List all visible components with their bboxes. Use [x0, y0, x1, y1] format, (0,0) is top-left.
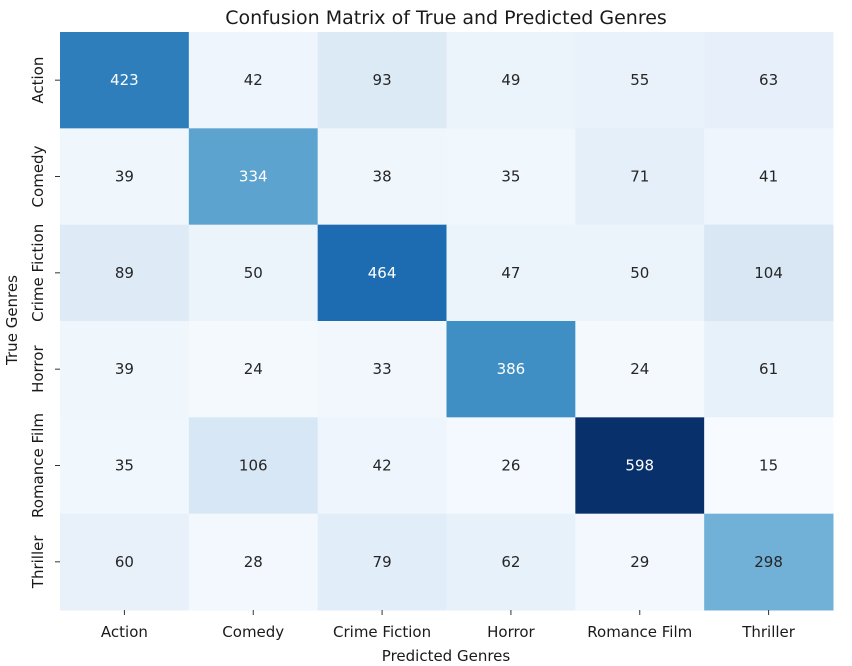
heatmap-cell	[317, 417, 447, 515]
cell-value-label: 63	[759, 71, 778, 89]
cell-value-label: 42	[373, 457, 392, 475]
cell-value-label: 298	[754, 553, 783, 571]
x-axis-ticks: Action Comedy Crime Fiction Horror Romance F…	[101, 610, 796, 641]
cell-value-label: 55	[630, 71, 649, 89]
cell-value-label: 42	[244, 71, 263, 89]
cell-value-label: 71	[630, 168, 649, 186]
heatmap-cell	[446, 321, 576, 418]
x-axis-label: Predicted Genres	[382, 647, 511, 662]
heatmap-cell	[188, 321, 319, 418]
heatmap-cells	[60, 32, 834, 611]
heatmap-cell	[704, 224, 834, 322]
x-tick-label: Action	[101, 623, 148, 641]
cell-value-label: 334	[239, 168, 268, 186]
heatmap-cell	[188, 224, 319, 322]
heatmap-cell	[704, 321, 834, 418]
cell-value-label: 39	[115, 360, 134, 378]
cell-value-label: 38	[373, 168, 392, 186]
heatmap-cell	[575, 128, 705, 226]
cell-value-label: 33	[373, 360, 392, 378]
cell-value-label: 89	[115, 264, 134, 282]
heatmap-cell	[60, 513, 190, 611]
heatmap-cell	[317, 128, 447, 226]
cell-value-label: 29	[630, 553, 649, 571]
heatmap-cell	[317, 513, 447, 611]
cell-value-label: 104	[754, 264, 783, 282]
heatmap-cell	[188, 513, 319, 611]
x-tick-label: Horror	[487, 623, 535, 641]
cell-value-label: 26	[501, 457, 520, 475]
x-tick-label: Comedy	[222, 623, 284, 641]
cell-value-label: 15	[759, 457, 778, 475]
heatmap-cell	[188, 417, 319, 515]
heatmap-cell	[446, 32, 576, 129]
cell-annotations: 423 42 93 49 55 63 39 334 38 35 71 41 89 50 464 47 50 104…	[110, 71, 783, 571]
heatmap-cell	[446, 224, 576, 322]
y-tick-label: Comedy	[29, 145, 47, 207]
cell-value-label: 60	[115, 553, 134, 571]
heatmap-cell	[317, 321, 447, 418]
y-tick-label: Crime Fiction	[29, 224, 47, 322]
y-tick-label: Action	[29, 57, 47, 104]
heatmap-cell	[446, 513, 576, 611]
heatmap-cell	[575, 32, 705, 129]
heatmap-cell	[317, 32, 447, 129]
heatmap-cell	[60, 417, 190, 515]
heatmap-cell	[188, 32, 319, 129]
cell-value-label: 62	[501, 553, 520, 571]
chart-title: Confusion Matrix of True and Predicted G…	[225, 7, 667, 29]
heatmap-cell	[60, 128, 190, 226]
cell-value-label: 24	[244, 360, 263, 378]
heatmap-cell	[60, 321, 190, 418]
heatmap-cell	[704, 128, 834, 226]
y-tick-label: Horror	[29, 345, 47, 393]
cell-value-label: 35	[501, 168, 520, 186]
cell-value-label: 50	[630, 264, 649, 282]
heatmap-cell	[317, 224, 447, 322]
cell-value-label: 50	[244, 264, 263, 282]
y-axis-ticks: Action Comedy Crime Fiction Horror Romance F…	[29, 57, 60, 590]
heatmap-cell	[704, 32, 834, 129]
cell-value-label: 79	[373, 553, 392, 571]
y-tick-label: Romance Film	[29, 413, 47, 518]
heatmap-cell	[60, 224, 190, 322]
heatmap-cell	[446, 417, 576, 515]
cell-value-label: 39	[115, 168, 134, 186]
y-axis-label: True Genres	[3, 275, 21, 366]
cell-value-label: 423	[110, 71, 139, 89]
heatmap-cell	[446, 128, 576, 226]
cell-value-label: 49	[501, 71, 520, 89]
cell-value-label: 61	[759, 360, 778, 378]
heatmap-cell	[575, 513, 705, 611]
heatmap-cell	[575, 224, 705, 322]
cell-value-label: 598	[625, 457, 654, 475]
x-tick-label: Romance Film	[587, 623, 692, 641]
cell-value-label: 47	[501, 264, 520, 282]
x-tick-label: Thriller	[741, 623, 796, 641]
cell-value-label: 35	[115, 457, 134, 475]
heatmap-cell	[704, 417, 834, 515]
x-tick-label: Crime Fiction	[333, 623, 431, 641]
cell-value-label: 28	[244, 553, 263, 571]
cell-value-label: 464	[368, 264, 397, 282]
heatmap-cell	[60, 32, 190, 129]
cell-value-label: 93	[373, 71, 392, 89]
cell-value-label: 106	[239, 457, 268, 475]
cell-value-label: 24	[630, 360, 649, 378]
heatmap-cell	[188, 128, 319, 226]
heatmap-cell	[575, 321, 705, 418]
cell-value-label: 386	[497, 360, 526, 378]
cell-value-label: 41	[759, 168, 778, 186]
heatmap-cell	[704, 513, 834, 611]
heatmap-cell	[575, 417, 705, 515]
y-tick-label: Thriller	[29, 535, 47, 590]
